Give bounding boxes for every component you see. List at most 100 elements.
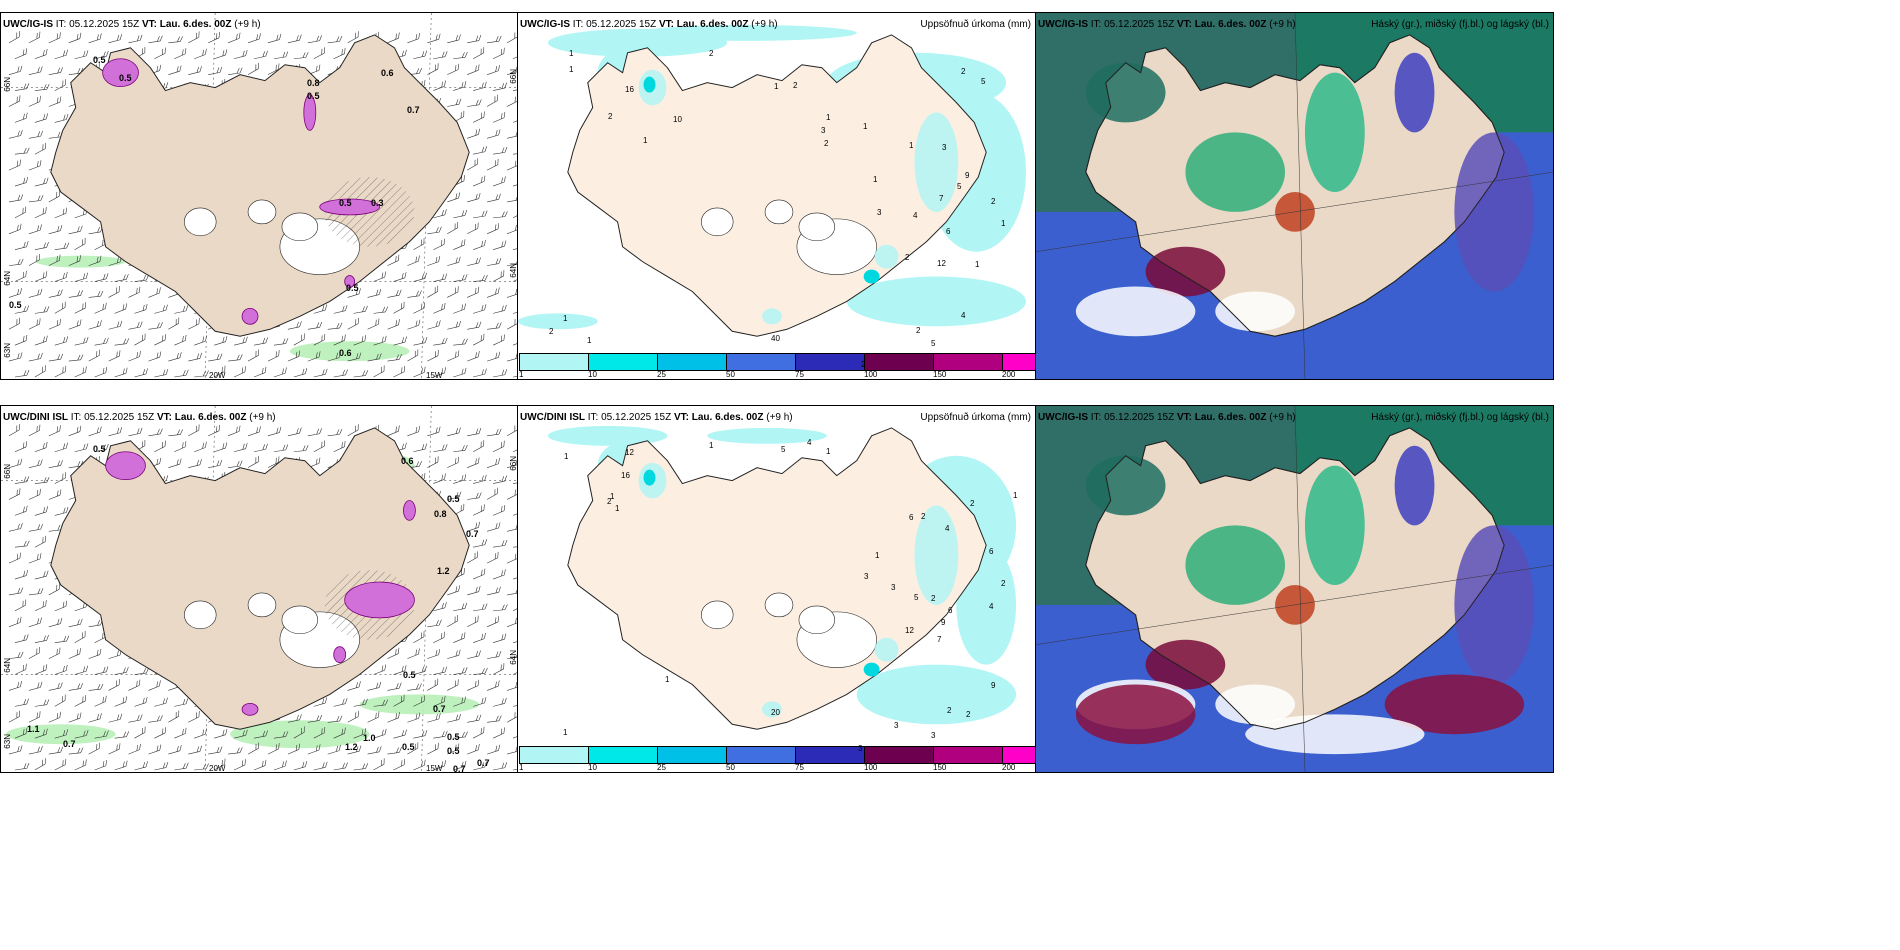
wind-barb <box>487 715 502 723</box>
wind-barb <box>467 128 480 139</box>
wind-barb <box>506 681 517 691</box>
wind-barb <box>512 310 517 314</box>
wind-barb <box>353 698 368 707</box>
lat-label: 66N <box>3 77 12 92</box>
value-label: 4 <box>807 438 812 447</box>
wind-barb <box>88 713 102 723</box>
wind-barb <box>487 193 501 203</box>
wind-barb <box>247 426 261 437</box>
wind-barb <box>74 302 87 314</box>
map-panel-accum-precip-dini: UWC/DINI ISL IT: 05.12.2025 15Z VT: Lau.… <box>517 405 1036 773</box>
value-label: 2 <box>970 499 975 508</box>
wind-barb <box>188 352 202 362</box>
wind-barb <box>492 270 505 282</box>
value-label: 0.5 <box>119 73 132 83</box>
wind-barb <box>267 456 280 468</box>
value-label: 16 <box>625 85 634 94</box>
wind-barb <box>228 32 241 44</box>
heavy-precip <box>303 94 317 131</box>
wind-barb <box>273 760 287 771</box>
wind-barb <box>168 710 180 723</box>
legend-swatch <box>796 354 865 370</box>
wind-barb <box>492 176 506 187</box>
wind-barb <box>447 34 461 44</box>
value-label: 2 <box>947 706 952 715</box>
wind-barb <box>287 350 300 362</box>
wind-barb <box>307 714 323 723</box>
lat-label: 64N <box>509 650 518 665</box>
wind-barb <box>74 443 89 453</box>
map-canvas <box>1 406 517 772</box>
wind-barb <box>128 427 143 437</box>
value-label: 5 <box>957 182 962 191</box>
wind-barb <box>486 487 498 500</box>
wind-barb <box>168 65 182 75</box>
value-label: 0.7 <box>433 704 446 714</box>
wind-barb <box>28 424 41 437</box>
cloud-area <box>1215 291 1295 332</box>
precip-legend-ticks: 110255075100150200400 <box>519 763 1035 772</box>
wind-barb <box>506 224 517 235</box>
legend-swatch <box>796 747 865 763</box>
wind-barb <box>493 82 507 91</box>
wind-barb <box>486 223 500 235</box>
wind-barb <box>128 321 143 330</box>
wind-barb <box>8 488 21 500</box>
wind-barb <box>447 286 459 298</box>
wind-barb <box>307 35 322 44</box>
wind-barb <box>14 762 30 771</box>
wind-barb <box>473 81 487 91</box>
wind-barb <box>473 726 485 739</box>
cloud-area <box>1145 246 1226 297</box>
cloud-area <box>1185 525 1286 605</box>
wind-barb <box>473 504 485 516</box>
lat-label: 66N <box>509 456 518 471</box>
graticule-line <box>421 13 432 379</box>
wind-barb <box>467 286 480 298</box>
wind-barb <box>48 32 61 44</box>
wind-barb <box>88 426 102 437</box>
wind-barb <box>234 729 248 739</box>
wind-barb <box>333 698 348 707</box>
wind-barb <box>8 745 23 755</box>
value-label: 0.5 <box>447 732 460 742</box>
wind-barb <box>28 288 43 298</box>
wind-barb <box>208 66 223 75</box>
wind-barb <box>353 370 369 378</box>
wind-barb <box>512 212 517 219</box>
wind-barb <box>407 33 421 44</box>
wind-barb <box>492 47 505 60</box>
wind-barb <box>413 695 425 707</box>
value-label: 0.7 <box>453 764 466 773</box>
wind-barb <box>407 648 420 659</box>
wind-barb <box>327 351 341 362</box>
value-label: 2 <box>549 327 554 336</box>
value-label: 3 <box>942 143 947 152</box>
value-label: 0.8 <box>307 78 320 88</box>
wind-barb <box>492 504 506 516</box>
wind-barb <box>492 727 505 739</box>
value-label: 2 <box>861 360 866 369</box>
wind-barb <box>94 443 109 453</box>
wind-barb <box>427 349 439 362</box>
wind-barb <box>54 506 69 516</box>
wind-barb <box>493 146 508 155</box>
value-label: 1 <box>1013 491 1018 500</box>
lat-label: 64N <box>3 658 12 673</box>
wind-barb <box>327 322 343 330</box>
wind-barb <box>373 306 389 314</box>
wind-barb <box>353 335 367 346</box>
wind-barb <box>8 552 21 564</box>
wind-barb <box>512 511 517 516</box>
wind-barb <box>453 474 467 484</box>
wind-barb <box>168 36 183 44</box>
wind-barb <box>214 442 228 453</box>
wind-barb <box>148 428 163 437</box>
wind-barb <box>512 639 517 643</box>
wind-barb <box>433 51 448 60</box>
wind-barb <box>313 697 328 707</box>
wind-barb <box>128 286 141 298</box>
value-label: 1 <box>643 136 648 145</box>
wind-barb <box>313 47 325 60</box>
value-label: 3 <box>931 731 936 740</box>
